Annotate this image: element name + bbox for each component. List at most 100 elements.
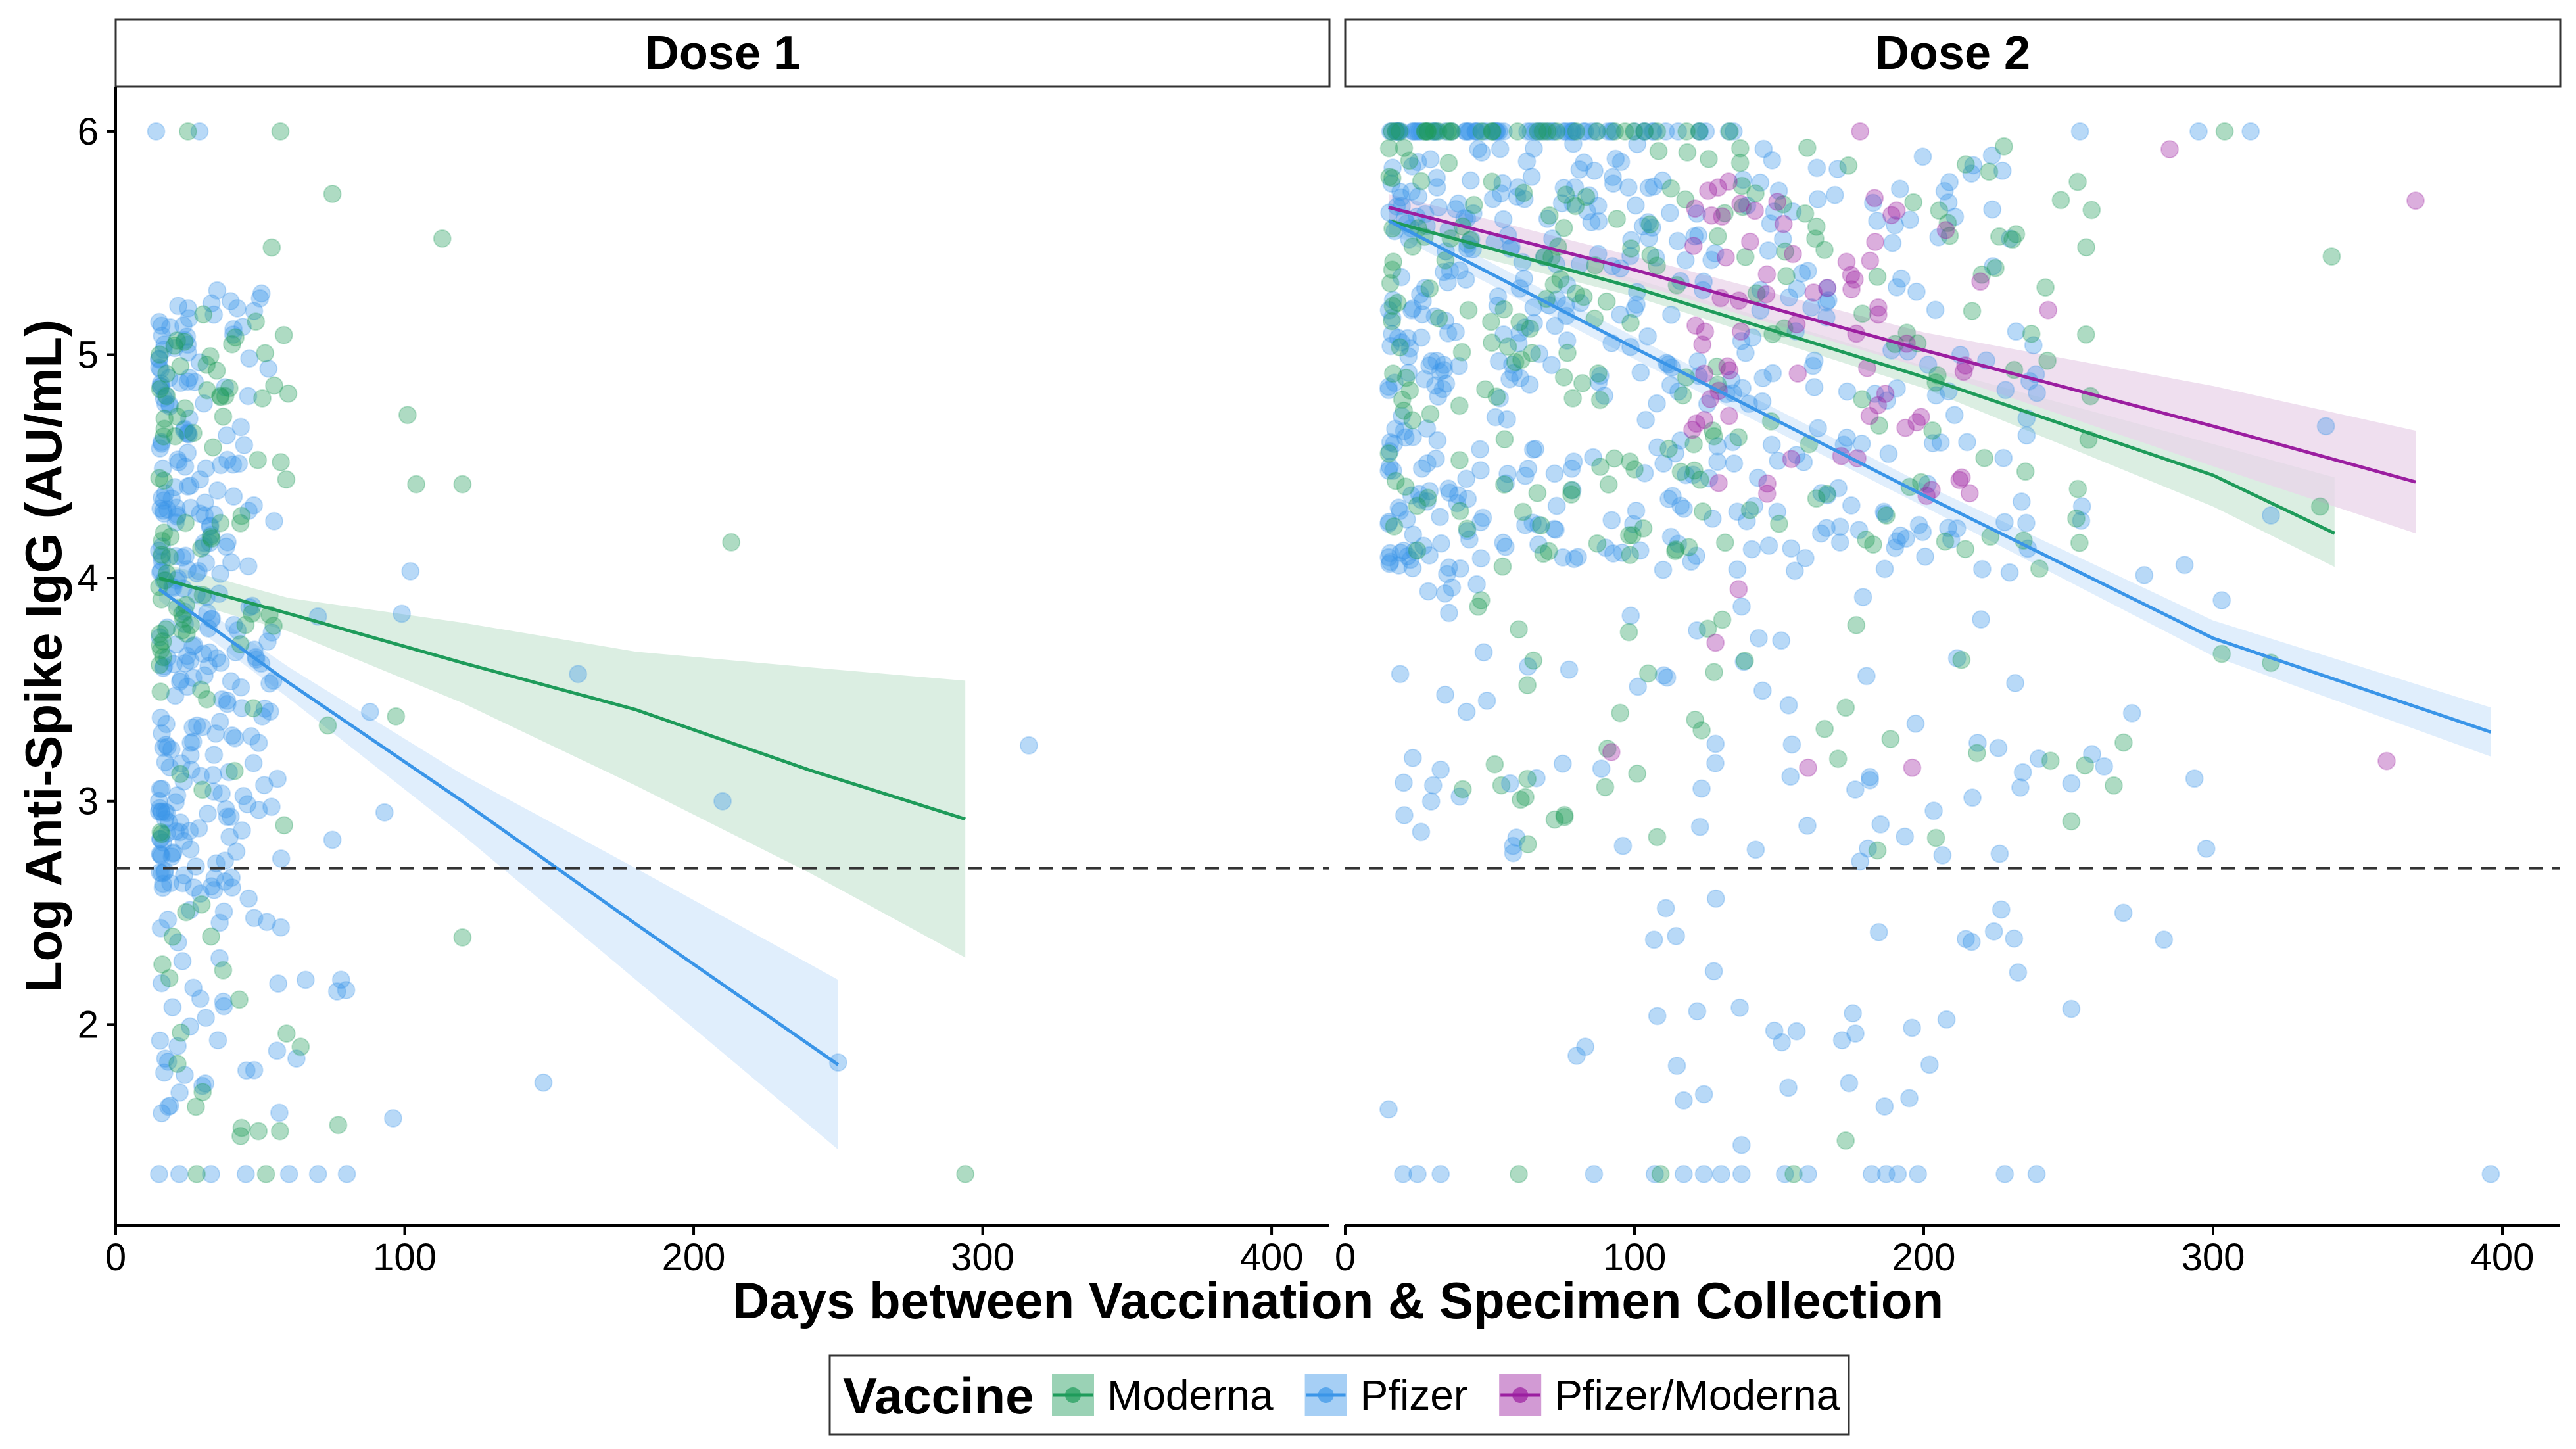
data-point-moderna [1384,252,1403,272]
data-point-moderna [1531,516,1550,535]
data-point-pfizer [1724,122,1743,141]
data-point-pfizer [1569,548,1587,567]
data-point-moderna [172,1023,190,1042]
data-point-pfizer [1749,629,1768,648]
data-point-pfizer [1995,1164,2015,1183]
data-point-pfizer [1787,446,1806,465]
data-point-pfizer [151,374,170,393]
x-tick-label: 200 [662,1236,726,1279]
data-point-moderna [2104,776,2123,795]
data-point-pfizer [152,433,171,452]
data-point-pfizer [202,294,221,313]
data-point-pfizer-moderna [2377,751,2396,771]
data-point-pfizer [1424,122,1443,141]
data-point-pfizer [169,453,188,472]
data-point-pfizer [210,913,229,932]
data-point-moderna [1911,473,1930,492]
data-point-pfizer-moderna [1851,122,1870,141]
data-point-moderna [1453,780,1472,799]
data-point-pfizer [1705,244,1725,263]
data-point-pfizer [1380,554,1399,573]
data-point-pfizer [1562,459,1581,478]
data-point-pfizer [190,122,209,141]
data-point-pfizer [1661,305,1681,324]
data-point-pfizer [1671,431,1690,450]
data-point-pfizer [1768,502,1787,521]
data-point-pfizer [1782,735,1801,754]
data-point-pfizer [210,713,229,731]
data-point-pfizer [176,457,195,476]
data-point-pfizer [1392,333,1411,352]
data-point-moderna [318,716,337,735]
data-point-pfizer [1529,122,1548,141]
data-point-pfizer [1851,852,1870,871]
data-point-moderna [1588,364,1608,383]
data-point-moderna [1740,500,1759,519]
data-point-moderna [1562,485,1581,504]
legend-label-pfizer-moderna: Pfizer/Moderna [1554,1371,1840,1419]
data-point-pfizer [217,537,235,556]
data-point-pfizer [2029,749,2048,768]
data-point-pfizer [1945,207,1965,226]
data-point-pfizer [1379,377,1398,396]
data-point-pfizer [216,872,235,891]
data-point-pfizer [272,918,291,937]
data-point-pfizer [1552,194,1571,213]
data-point-pfizer [1429,198,1448,217]
data-point-pfizer [189,561,208,581]
data-point-pfizer [1625,299,1644,318]
data-point-pfizer [1515,189,1534,208]
data-point-pfizer [1819,291,1838,310]
data-point-moderna [1533,122,1552,141]
data-point-moderna [1641,246,1660,265]
data-point-pfizer [1916,547,1935,566]
data-point-pfizer [1687,204,1706,223]
data-point-pfizer [208,1031,227,1050]
data-point-pfizer [1842,496,1861,515]
data-point-pfizer [239,387,258,406]
data-point-pfizer [191,989,210,1009]
data-point-moderna [154,427,173,446]
data-point-pfizer [1515,515,1535,534]
data-point-pfizer [151,377,170,396]
data-point-pfizer [1886,216,1904,235]
data-point-pfizer [1830,517,1849,536]
data-point-moderna [207,361,226,380]
data-point-pfizer [178,559,197,579]
data-point-pfizer [1805,378,1824,396]
fit-line-moderna [158,576,966,821]
data-point-pfizer [1666,444,1685,463]
data-point-pfizer [1696,122,1715,141]
data-point-pfizer-moderna [1842,280,1861,299]
data-point-pfizer [196,1074,215,1093]
data-point-pfizer [204,746,224,765]
data-point-pfizer [1811,524,1830,543]
data-point-pfizer [228,621,247,640]
data-point-pfizer [1413,305,1432,324]
data-point-pfizer [1439,323,1458,343]
data-point-moderna [1418,122,1437,141]
data-point-pfizer [1408,122,1427,141]
data-point-moderna [2082,201,2101,220]
data-point-moderna [1730,153,1750,172]
data-point-pfizer [1519,657,1537,676]
data-point-pfizer [1412,459,1431,478]
data-point-moderna [1563,389,1583,408]
data-point-moderna [265,376,283,395]
data-point-pfizer [1886,538,1905,558]
data-point-pfizer [1547,496,1566,515]
data-point-pfizer [1504,836,1523,855]
data-point-pfizer-moderna [1876,385,1895,403]
data-point-moderna [1555,805,1574,824]
data-point-pfizer [1788,279,1807,298]
data-point-pfizer [1383,291,1402,310]
data-point-pfizer [1862,1164,1881,1183]
data-point-pfizer [1393,407,1411,425]
data-point-pfizer [1381,433,1400,452]
data-point-moderna [1623,526,1642,544]
data-point-pfizer [1450,261,1469,280]
data-point-pfizer [228,298,247,318]
data-point-moderna [1510,312,1529,331]
data-point-pfizer [184,978,203,997]
data-point-pfizer [360,702,379,721]
